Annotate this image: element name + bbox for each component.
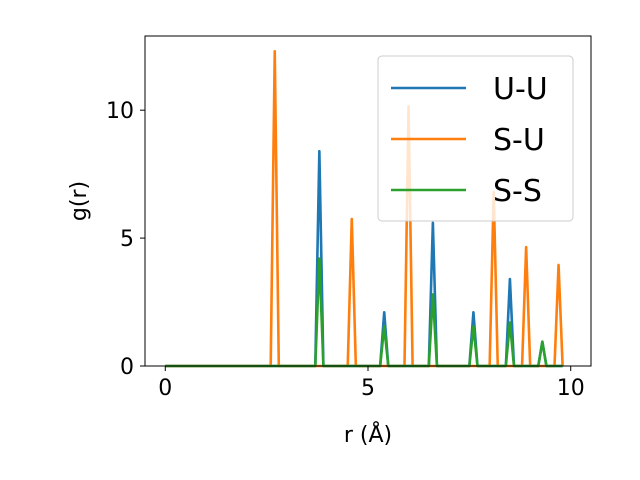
y-axis-title: g(r) xyxy=(67,181,92,221)
x-axis-title: r (Å) xyxy=(344,421,392,448)
legend-label-s-s: S-S xyxy=(493,174,542,209)
legend-label-s-u: S-U xyxy=(493,123,545,158)
legend-frame xyxy=(377,55,574,222)
x-tick-label: 5 xyxy=(361,376,375,401)
x-tick-label: 0 xyxy=(158,376,172,401)
y-tick-label: 5 xyxy=(120,227,134,252)
y-tick-label: 10 xyxy=(106,99,134,124)
legend: U-U S-U S-S xyxy=(377,55,574,222)
legend-label-u-u: U-U xyxy=(493,72,548,107)
y-axis: 0 5 10 xyxy=(106,99,145,380)
x-axis: 0 5 10 xyxy=(158,366,585,401)
x-tick-label: 10 xyxy=(557,376,585,401)
y-tick-label: 0 xyxy=(120,355,134,380)
